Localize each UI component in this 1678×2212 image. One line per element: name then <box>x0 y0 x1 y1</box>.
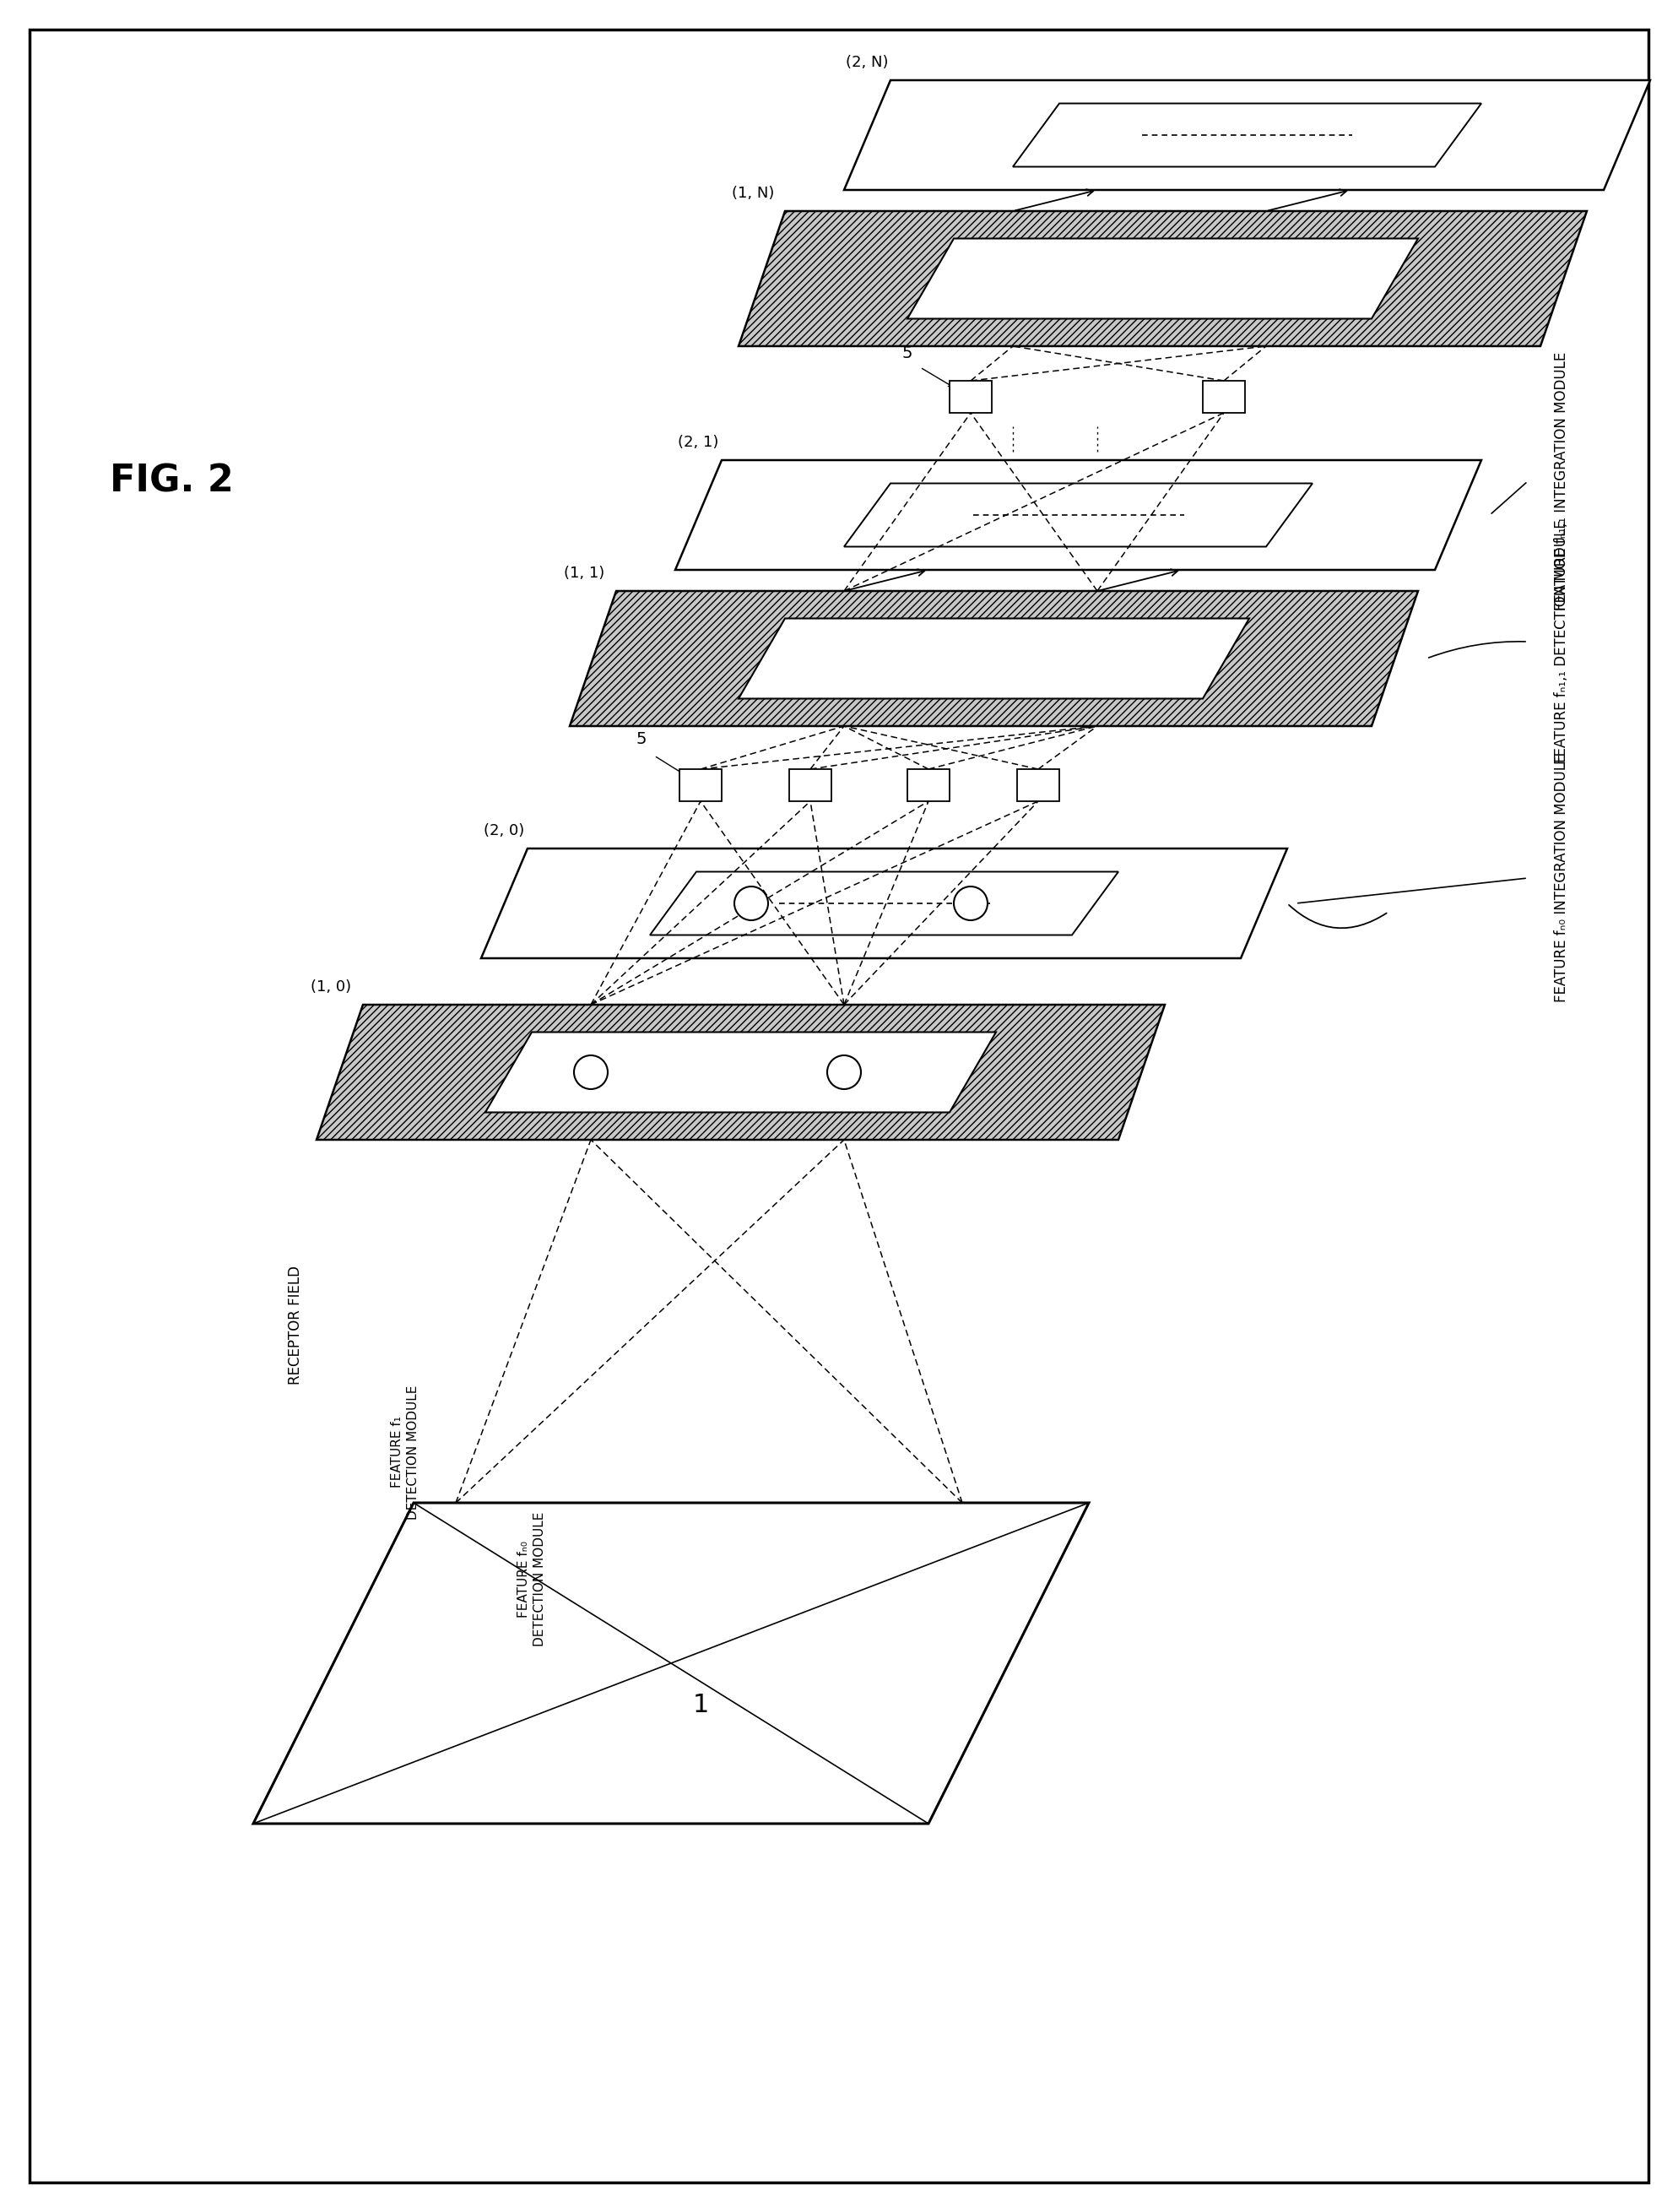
Polygon shape <box>482 849 1287 958</box>
Polygon shape <box>908 239 1418 319</box>
Text: FEATURE fₙ₀
DETECTION MODULE: FEATURE fₙ₀ DETECTION MODULE <box>517 1511 545 1646</box>
Bar <box>908 770 950 801</box>
Text: 1: 1 <box>693 1692 708 1719</box>
Polygon shape <box>738 210 1587 345</box>
Text: FEATURE f₁
DETECTION MODULE: FEATURE f₁ DETECTION MODULE <box>391 1385 420 1520</box>
Polygon shape <box>675 460 1482 571</box>
Polygon shape <box>253 1502 1089 1823</box>
Polygon shape <box>738 619 1248 699</box>
Bar <box>680 770 722 801</box>
Circle shape <box>735 887 769 920</box>
Text: FIG. 2: FIG. 2 <box>109 462 233 500</box>
Polygon shape <box>485 1033 997 1113</box>
Circle shape <box>574 1055 607 1088</box>
Bar <box>1203 380 1245 414</box>
Polygon shape <box>571 591 1418 726</box>
Text: (1, 1): (1, 1) <box>564 566 604 582</box>
Polygon shape <box>844 80 1649 190</box>
Text: FEATURE fₙ₀ INTEGRATION MODULE: FEATURE fₙ₀ INTEGRATION MODULE <box>1554 754 1569 1002</box>
Text: (1, 0): (1, 0) <box>310 980 352 995</box>
Text: FEATURE fₙ₁,₁ DETECTION MODULE: FEATURE fₙ₁,₁ DETECTION MODULE <box>1554 520 1569 763</box>
Text: (2, N): (2, N) <box>846 55 889 71</box>
Text: 5: 5 <box>636 732 646 748</box>
Text: (2, 1): (2, 1) <box>678 436 718 449</box>
Text: 5: 5 <box>903 345 913 361</box>
Text: (1, N): (1, N) <box>732 186 775 201</box>
Text: RECEPTOR FIELD: RECEPTOR FIELD <box>289 1265 304 1385</box>
Text: (2, 0): (2, 0) <box>483 823 525 838</box>
Text: FEATURE fₙ₁,₁ INTEGRATION MODULE: FEATURE fₙ₁,₁ INTEGRATION MODULE <box>1554 352 1569 611</box>
Bar <box>1017 770 1059 801</box>
Bar <box>950 380 992 414</box>
Polygon shape <box>317 1004 1165 1139</box>
Bar <box>789 770 831 801</box>
Polygon shape <box>1014 104 1482 166</box>
Polygon shape <box>844 484 1312 546</box>
Circle shape <box>827 1055 861 1088</box>
Polygon shape <box>649 872 1118 936</box>
Circle shape <box>953 887 988 920</box>
